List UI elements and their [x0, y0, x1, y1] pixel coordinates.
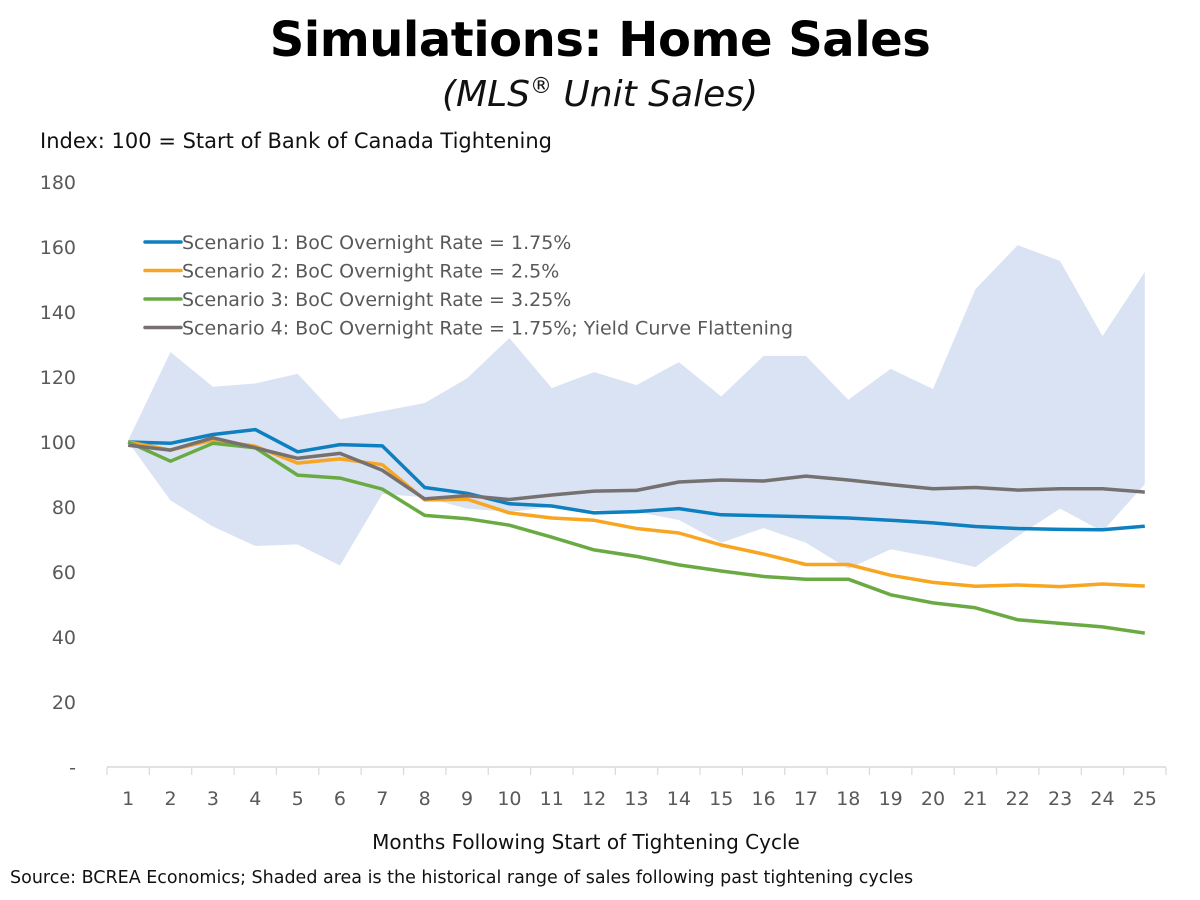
- x-tick-label: 6: [334, 788, 346, 810]
- x-tick-label: 12: [582, 788, 606, 810]
- y-tick-label: 160: [40, 237, 76, 259]
- x-tick-label: 15: [709, 788, 733, 810]
- legend-label: Scenario 3: BoC Overnight Rate = 3.25%: [182, 289, 571, 311]
- x-tick-label: 5: [292, 788, 304, 810]
- x-tick-label: 7: [376, 788, 388, 810]
- subtitle-post: Unit Sales): [551, 74, 759, 115]
- axes: 1 2 3 4 5 6 7 8 9 10 11 12 13 14 15 16 17 18 19 20 21 22 23 24 2…: [40, 172, 1167, 810]
- series-line-scenario-1: [128, 427, 1145, 532]
- x-tick-label: 14: [667, 788, 691, 810]
- x-axis-title: Months Following Start of Tightening Cyc…: [372, 830, 800, 854]
- x-tick-label: 21: [963, 788, 987, 810]
- x-tick-label: 20: [921, 788, 945, 810]
- y-tick-label: 180: [40, 172, 76, 194]
- x-tick-label: 11: [540, 788, 564, 810]
- legend-label: Scenario 2: BoC Overnight Rate = 2.5%: [182, 261, 559, 283]
- x-tick-label: 4: [249, 788, 261, 810]
- x-tick-label: 18: [836, 788, 860, 810]
- x-tick-label: 25: [1133, 788, 1157, 810]
- series-line-scenario-4: [128, 436, 1145, 502]
- x-tick-label: 2: [164, 788, 176, 810]
- x-tick-label: 13: [624, 788, 648, 810]
- x-tick-label: 1: [122, 788, 134, 810]
- y-tick-label: 80: [52, 497, 76, 519]
- x-tick-label: 24: [1090, 788, 1114, 810]
- x-tick-label: 22: [1006, 788, 1030, 810]
- series-line-scenario-3: [127, 440, 1146, 635]
- subtitle-pre: (MLS: [441, 74, 530, 115]
- legend-label: Scenario 4: BoC Overnight Rate = 1.75%; …: [182, 318, 793, 340]
- x-tick-label: 10: [497, 788, 521, 810]
- x-tick-label: 19: [879, 788, 903, 810]
- y-tick-label: 40: [52, 627, 76, 649]
- legend: Scenario 1: BoC Overnight Rate = 1.75% Sc…: [143, 232, 793, 340]
- legend-label: Scenario 1: BoC Overnight Rate = 1.75%: [182, 232, 571, 254]
- x-tick-label: 9: [461, 788, 473, 810]
- series-line-scenario-2: [127, 438, 1145, 589]
- x-tick-label: 3: [207, 788, 219, 810]
- registered-mark: ®: [529, 74, 552, 99]
- chart-subtitle: (MLS® Unit Sales): [0, 74, 1200, 115]
- x-tick-label: 17: [794, 788, 818, 810]
- y-tick-label: 20: [52, 692, 76, 714]
- x-tick-label: 23: [1048, 788, 1072, 810]
- y-tick-label: 120: [40, 367, 76, 389]
- source-note: Source: BCREA Economics; Shaded area is …: [10, 868, 914, 888]
- y-tick-label: -: [69, 757, 76, 779]
- y-tick-label: 140: [40, 302, 76, 324]
- x-tick-label: 16: [751, 788, 775, 810]
- chart-title: Simulations: Home Sales: [269, 12, 931, 68]
- y-axis-title: Index: 100 = Start of Bank of Canada Tig…: [40, 129, 552, 153]
- x-tick-label: 8: [419, 788, 431, 810]
- y-tick-label: 60: [52, 562, 76, 584]
- series-lines: [127, 427, 1146, 635]
- y-tick-label: 100: [40, 432, 76, 454]
